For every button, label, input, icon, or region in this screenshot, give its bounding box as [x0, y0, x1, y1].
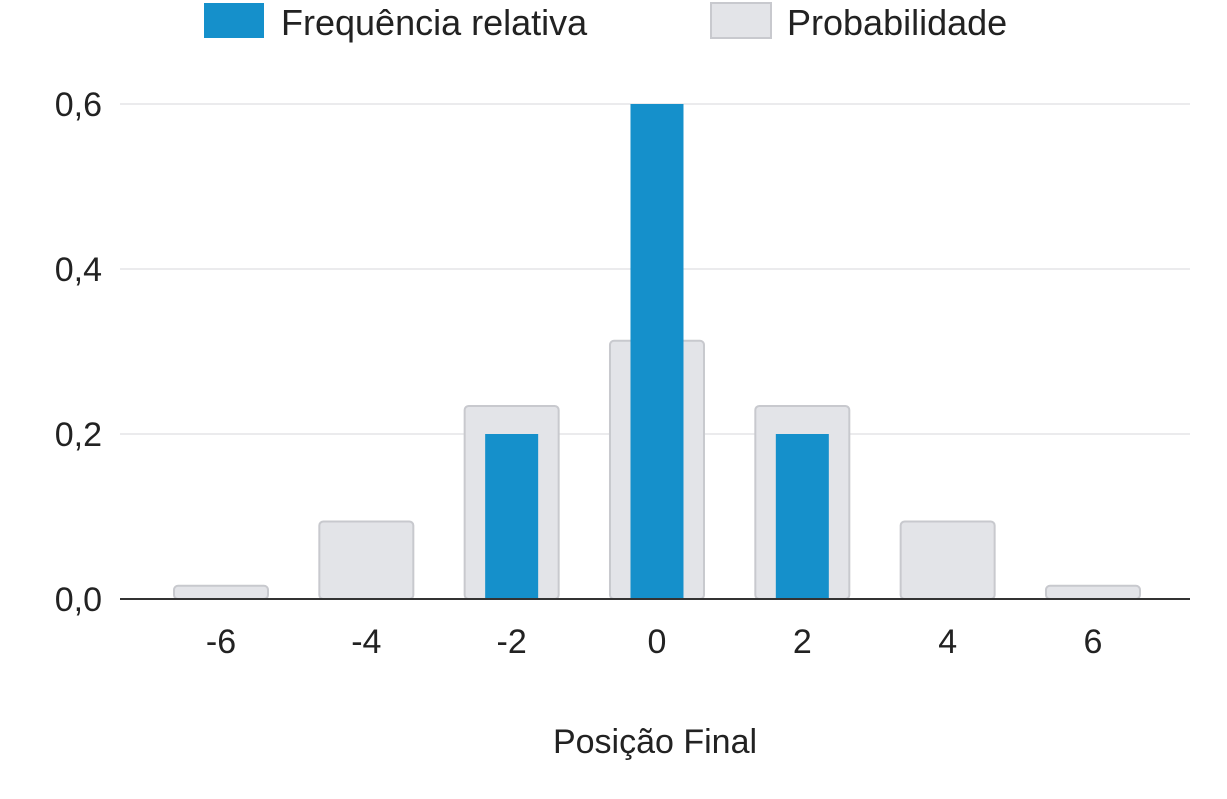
probabilidade-bar: [899, 520, 996, 601]
frequencia-bar: [485, 434, 539, 599]
x-tick-label: -6: [206, 623, 236, 661]
x-axis-label: Posição Final: [553, 723, 757, 761]
y-tick-label: 0,2: [55, 416, 102, 454]
x-tick-label: 2: [793, 623, 812, 661]
frequencia-bar: [630, 104, 684, 599]
x-tick-labels: -6 -4 -2 0 2 4 6: [206, 623, 1103, 661]
legend-label-probabilidade: Probabilidade: [787, 2, 1007, 43]
frequencia-bar: [775, 434, 829, 599]
legend: Frequência relativa Probabilidade: [204, 2, 1007, 43]
probabilidade-bar: [318, 520, 415, 601]
probabilidade-bar: [173, 584, 269, 600]
legend-label-frequencia: Frequência relativa: [281, 2, 588, 43]
x-tick-label: 0: [648, 623, 667, 661]
legend-swatch-probabilidade: [710, 2, 772, 39]
y-tick-label: 0,4: [55, 251, 102, 289]
frequencia-bars: [485, 104, 829, 599]
legend-swatch-frequencia: [204, 3, 264, 38]
x-tick-label: 6: [1084, 623, 1103, 661]
probabilidade-bar: [1044, 584, 1141, 600]
x-tick-label: 4: [938, 623, 957, 661]
y-tick-labels: 0,0 0,2 0,4 0,6: [55, 86, 102, 619]
y-tick-label: 0,6: [55, 86, 102, 124]
y-tick-label: 0,0: [55, 581, 102, 619]
x-tick-label: -2: [497, 623, 527, 661]
x-tick-label: -4: [351, 623, 381, 661]
